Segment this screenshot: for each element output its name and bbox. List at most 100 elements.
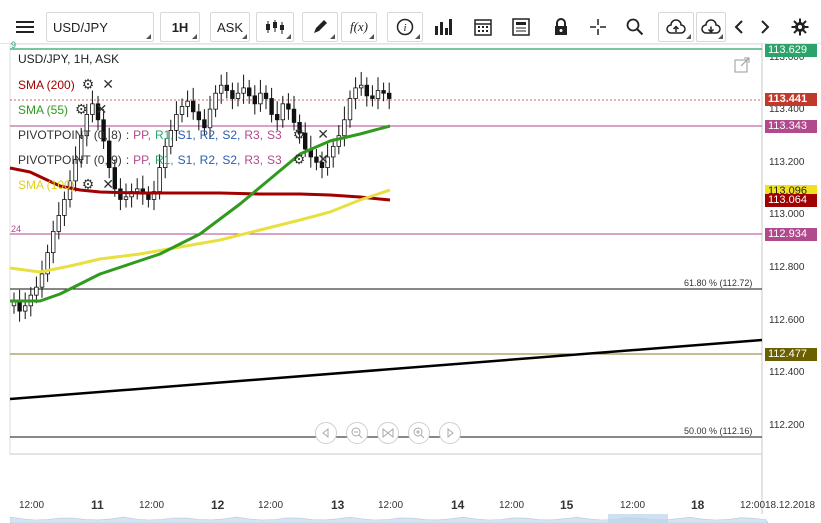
gear-icon[interactable]: ⚙ bbox=[292, 151, 306, 167]
pan-left-button[interactable] bbox=[315, 422, 337, 444]
candle-body bbox=[34, 286, 39, 296]
candle-body bbox=[370, 95, 375, 99]
magnifier-icon bbox=[626, 18, 644, 36]
close-icon[interactable]: ✕ bbox=[317, 151, 330, 167]
candle bbox=[140, 175, 145, 205]
calendar-button[interactable] bbox=[468, 12, 498, 42]
candle bbox=[286, 93, 291, 120]
info-icon: i bbox=[396, 18, 414, 36]
candle bbox=[358, 71, 364, 96]
candle-body bbox=[56, 215, 61, 232]
symbol-value: USD/JPY bbox=[53, 19, 108, 35]
candle bbox=[101, 109, 106, 149]
candle bbox=[123, 183, 129, 208]
cloud-download-button[interactable] bbox=[696, 12, 726, 42]
close-icon[interactable]: ✕ bbox=[317, 126, 330, 142]
candle bbox=[347, 90, 353, 128]
indicators-button[interactable]: f(x) bbox=[341, 12, 377, 42]
zoom-out-button[interactable] bbox=[346, 422, 368, 444]
candle-body bbox=[224, 84, 229, 91]
scroll-right-button[interactable] bbox=[754, 12, 776, 42]
pivot-pp: PP, bbox=[133, 152, 151, 167]
volume-button[interactable] bbox=[428, 12, 458, 42]
sma200-line bbox=[9, 166, 391, 202]
popout-button[interactable] bbox=[733, 56, 751, 74]
candle bbox=[39, 260, 45, 298]
candle-body bbox=[107, 140, 112, 169]
candle bbox=[353, 77, 358, 110]
reset-icon bbox=[382, 428, 394, 438]
candle-body bbox=[302, 132, 308, 150]
cloud-upload-icon bbox=[666, 19, 686, 34]
pan-right-button[interactable] bbox=[439, 422, 461, 444]
menu-button[interactable] bbox=[10, 12, 40, 42]
close-icon[interactable]: ✕ bbox=[95, 101, 108, 117]
candle bbox=[342, 106, 347, 147]
candle bbox=[386, 82, 392, 110]
dropdown-corner-icon bbox=[242, 34, 247, 39]
legend-sma100: SMA (100) ⚙ ✕ bbox=[18, 176, 114, 193]
price-chart[interactable] bbox=[0, 44, 821, 523]
chart-title: USD/JPY, 1H, ASK bbox=[18, 52, 119, 66]
lock-button[interactable] bbox=[546, 12, 576, 42]
candle-body bbox=[202, 119, 207, 129]
candle bbox=[364, 77, 369, 107]
candle-body bbox=[185, 100, 190, 107]
chart-area[interactable]: USD/JPY, 1H, ASK SMA (200) ⚙ ✕ SMA (55) … bbox=[0, 40, 821, 523]
gear-icon[interactable]: ⚙ bbox=[75, 101, 88, 117]
time-axis-label: 12:00 bbox=[499, 500, 525, 511]
gear-icon[interactable]: ⚙ bbox=[292, 126, 306, 142]
candle bbox=[162, 138, 168, 179]
pivot-s1: S1, bbox=[177, 152, 196, 167]
candle bbox=[168, 119, 173, 155]
hamburger-menu-icon bbox=[16, 21, 34, 33]
candle-body bbox=[325, 156, 330, 168]
close-icon[interactable]: ✕ bbox=[102, 176, 114, 192]
candle bbox=[263, 85, 269, 110]
pivot-s3: S3 bbox=[267, 152, 282, 167]
timeframe-button[interactable]: 1H bbox=[160, 12, 200, 42]
zoom-button[interactable] bbox=[620, 12, 650, 42]
price-type-button[interactable]: ASK bbox=[210, 12, 250, 42]
close-icon[interactable]: ✕ bbox=[102, 76, 114, 92]
sma100-label: SMA (100) bbox=[18, 177, 75, 192]
price-axis-label: 113.000 bbox=[769, 209, 805, 220]
settings-button[interactable] bbox=[787, 12, 813, 42]
crosshair-button[interactable] bbox=[583, 12, 613, 42]
candle-body bbox=[347, 98, 353, 121]
svg-text:i: i bbox=[403, 22, 406, 34]
candle-body bbox=[241, 87, 246, 94]
triangle-left-icon bbox=[322, 428, 329, 438]
candle-body bbox=[353, 87, 358, 99]
sma55-line bbox=[10, 124, 391, 303]
candle-body bbox=[174, 114, 179, 131]
pivot2-colon: : bbox=[125, 152, 130, 167]
time-axis-label: 12:00 bbox=[378, 500, 404, 511]
candle bbox=[84, 103, 89, 147]
zoom-in-button[interactable] bbox=[408, 422, 430, 444]
candle-body bbox=[386, 92, 392, 99]
cloud-upload-button[interactable] bbox=[658, 12, 694, 42]
candle-body bbox=[146, 193, 151, 200]
scroll-left-button[interactable] bbox=[728, 12, 750, 42]
candle-body bbox=[67, 180, 73, 200]
gear-icon bbox=[791, 18, 809, 36]
candle bbox=[90, 90, 95, 123]
gear-icon[interactable]: ⚙ bbox=[81, 76, 95, 92]
navigator-strip[interactable] bbox=[10, 514, 768, 523]
candle-body bbox=[190, 100, 196, 113]
candle-body bbox=[263, 92, 269, 99]
sma100-line bbox=[9, 188, 391, 274]
pivot-s1: S1, bbox=[177, 127, 196, 142]
news-button[interactable] bbox=[506, 12, 536, 42]
chart-type-button[interactable] bbox=[256, 12, 294, 42]
gear-icon[interactable]: ⚙ bbox=[81, 176, 95, 192]
info-button[interactable]: i bbox=[387, 12, 423, 42]
draw-tool-button[interactable] bbox=[302, 12, 338, 42]
candle bbox=[314, 149, 319, 171]
candle-body bbox=[207, 108, 213, 129]
symbol-field[interactable]: USD/JPY bbox=[46, 12, 154, 42]
candle-body bbox=[101, 119, 106, 142]
time-axis-label: 14 bbox=[451, 498, 465, 512]
reset-view-button[interactable] bbox=[377, 422, 399, 444]
